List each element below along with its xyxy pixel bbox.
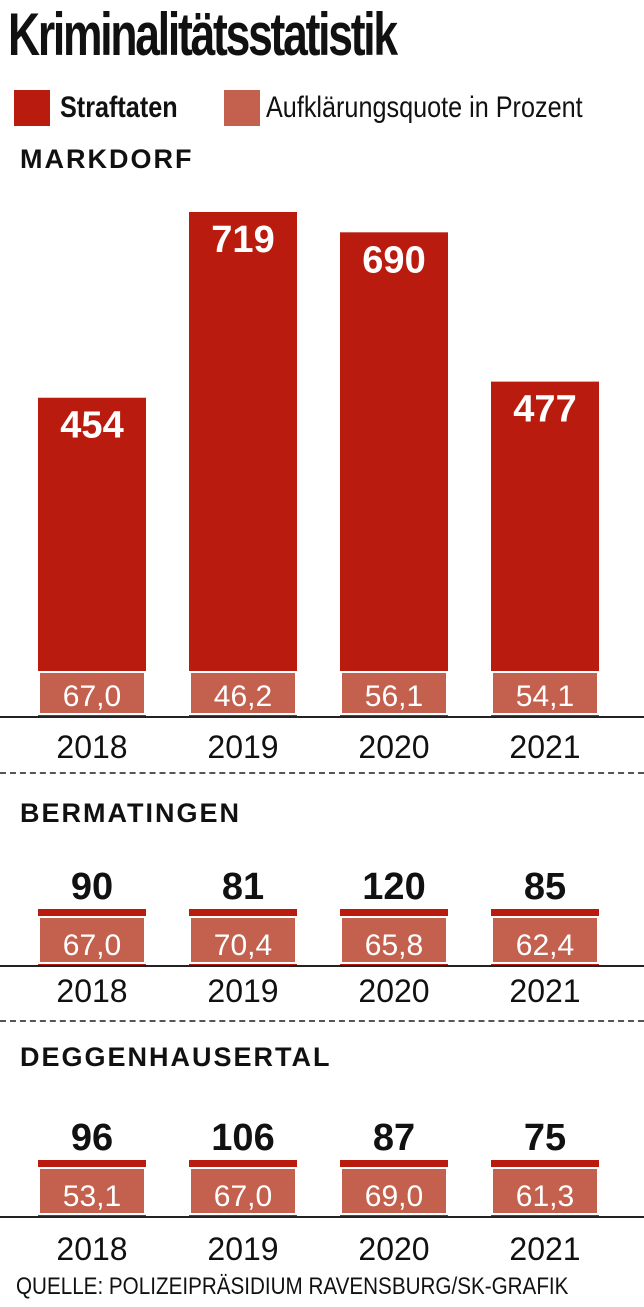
bar-straftaten-markdorf-2019 xyxy=(189,211,297,716)
value-label-deggenhausertal-2021: 75 xyxy=(524,1117,566,1159)
panel-markdorf: MARKDORF 454 67,0 2018 719 46,2 2019 690 56,1 20… xyxy=(0,136,644,776)
bar-quote-bermatingen-2019 xyxy=(189,916,297,964)
bar-quote-bermatingen-2018 xyxy=(38,916,146,964)
year-label-markdorf-2021: 2021 xyxy=(509,729,580,765)
quote-label-bermatingen-2021: 62,4 xyxy=(516,929,574,962)
bar-quote-bermatingen-2021 xyxy=(491,916,599,964)
bar-quote-deggenhausertal-2019 xyxy=(189,1167,297,1215)
year-label-deggenhausertal-2021: 2021 xyxy=(509,1231,580,1267)
year-label-markdorf-2020: 2020 xyxy=(358,729,429,765)
year-label-deggenhausertal-2020: 2020 xyxy=(358,1231,429,1267)
year-label-deggenhausertal-2018: 2018 xyxy=(56,1231,127,1267)
year-label-bermatingen-2018: 2018 xyxy=(56,973,127,1009)
value-label-deggenhausertal-2019: 106 xyxy=(211,1117,274,1159)
bar-quote-markdorf-2018 xyxy=(38,671,146,715)
value-label-bermatingen-2019: 81 xyxy=(222,866,264,908)
year-label-bermatingen-2019: 2019 xyxy=(207,973,278,1009)
bar-straftaten-markdorf-2021 xyxy=(491,381,599,716)
panel-title-bermatingen: BERMATINGEN xyxy=(20,798,241,828)
chart-markdorf: 454 67,0 2018 719 46,2 2019 690 56,1 2020 477 54,1… xyxy=(0,211,644,765)
year-label-bermatingen-2021: 2021 xyxy=(509,973,580,1009)
legend-label-straftaten: Straftaten xyxy=(60,91,178,124)
bar-straftaten-markdorf-2018 xyxy=(38,397,146,716)
value-label-bermatingen-2018: 90 xyxy=(71,866,113,908)
legend-swatch-straftaten xyxy=(14,90,50,126)
panel-title-deggenhausertal: DEGGENHAUSERTAL xyxy=(20,1042,332,1072)
year-label-markdorf-2019: 2019 xyxy=(207,729,278,765)
quote-label-bermatingen-2019: 70,4 xyxy=(214,929,272,962)
value-label-markdorf-2020: 690 xyxy=(362,239,425,281)
panel-title-markdorf: MARKDORF xyxy=(20,144,194,174)
legend-label-aufklaerungsquote: Aufklärungsquote in Prozent xyxy=(266,91,583,124)
quote-label-markdorf-2021: 54,1 xyxy=(516,680,574,713)
value-label-markdorf-2018: 454 xyxy=(60,405,123,447)
panel-bermatingen: BERMATINGEN 90 67,0 2018 81 70,4 2019 120 65,8 2… xyxy=(0,790,644,1020)
value-label-bermatingen-2020: 120 xyxy=(362,866,425,908)
bar-quote-deggenhausertal-2021 xyxy=(491,1167,599,1215)
chart-bermatingen: 90 67,0 2018 81 70,4 2019 120 65,8 2020 85 62,4 202… xyxy=(0,866,644,1009)
value-label-bermatingen-2021: 85 xyxy=(524,866,566,908)
source-note: QUELLE: POLIZEIPRÄSIDIUM RAVENSBURG/SK-G… xyxy=(16,1273,569,1300)
quote-label-markdorf-2018: 67,0 xyxy=(63,680,121,713)
bar-quote-bermatingen-2020 xyxy=(340,916,448,964)
year-label-markdorf-2018: 2018 xyxy=(56,729,127,765)
quote-label-bermatingen-2020: 65,8 xyxy=(365,929,423,962)
bar-quote-deggenhausertal-2020 xyxy=(340,1167,448,1215)
value-label-deggenhausertal-2018: 96 xyxy=(71,1117,113,1159)
bar-quote-deggenhausertal-2018 xyxy=(38,1167,146,1215)
quote-label-bermatingen-2018: 67,0 xyxy=(63,929,121,962)
legend: Straftaten Aufklärungsquote in Prozent xyxy=(14,86,644,130)
quote-label-deggenhausertal-2019: 67,0 xyxy=(214,1180,272,1213)
bar-quote-markdorf-2020 xyxy=(340,671,448,715)
quote-label-deggenhausertal-2018: 53,1 xyxy=(63,1180,121,1213)
quote-label-markdorf-2020: 56,1 xyxy=(365,680,423,713)
quote-label-markdorf-2019: 46,2 xyxy=(214,680,272,713)
chart-deggenhausertal: 96 53,1 2018 106 67,0 2019 87 69,0 2020 75 61,3 202… xyxy=(0,1117,644,1267)
bar-straftaten-markdorf-2020 xyxy=(340,232,448,716)
year-label-deggenhausertal-2019: 2019 xyxy=(207,1231,278,1267)
value-label-markdorf-2019: 719 xyxy=(211,219,274,261)
bar-quote-markdorf-2021 xyxy=(491,671,599,715)
value-label-deggenhausertal-2020: 87 xyxy=(373,1117,415,1159)
separator-2 xyxy=(0,1020,644,1022)
value-label-markdorf-2021: 477 xyxy=(513,389,576,431)
quote-label-deggenhausertal-2020: 69,0 xyxy=(365,1180,423,1213)
separator-1 xyxy=(0,772,644,774)
legend-swatch-aufklaerungsquote xyxy=(224,90,260,126)
year-label-bermatingen-2020: 2020 xyxy=(358,973,429,1009)
chart-title: Kriminalitätsstatistik xyxy=(8,1,398,68)
quote-label-deggenhausertal-2021: 61,3 xyxy=(516,1180,574,1213)
panel-deggenhausertal: DEGGENHAUSERTAL 96 53,1 2018 106 67,0 2019 87 6… xyxy=(0,1034,644,1270)
bar-quote-markdorf-2019 xyxy=(189,671,297,715)
